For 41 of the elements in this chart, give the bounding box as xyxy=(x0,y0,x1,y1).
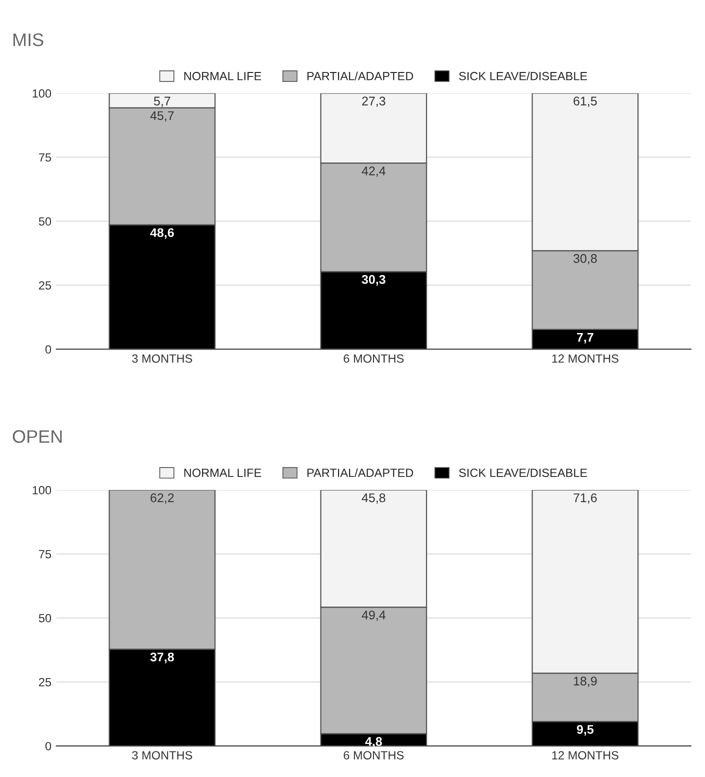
chart-title: OPEN xyxy=(12,430,62,443)
data-label: 37,8 xyxy=(150,652,174,664)
y-tick-label: 100 xyxy=(32,486,52,494)
x-tick-label: 12 MONTHS xyxy=(552,751,618,760)
y-tick-label: 100 xyxy=(32,89,52,98)
x-tick-label: 3 MONTHS xyxy=(132,751,192,760)
data-label: 7,7 xyxy=(577,333,594,344)
data-label: 61,5 xyxy=(574,96,597,107)
data-label: 5,7 xyxy=(154,96,170,107)
chart-title: MIS xyxy=(13,33,44,46)
y-tick-label: 0 xyxy=(45,742,52,750)
data-label: 45,8 xyxy=(362,493,386,504)
data-label: 42,4 xyxy=(362,166,386,177)
data-label: 18,9 xyxy=(574,676,597,687)
y-tick-label: 25 xyxy=(39,678,52,686)
y-tick-label: 0 xyxy=(45,345,52,354)
data-label: 27,3 xyxy=(362,96,386,107)
x-tick-label: 6 MONTHS xyxy=(344,751,404,760)
y-tick-label: 50 xyxy=(38,217,52,226)
y-tick-label: 75 xyxy=(39,550,52,558)
legend-label: SICK LEAVE/DISEABLE xyxy=(459,72,588,80)
data-label: 9,5 xyxy=(576,725,594,736)
data-label: 49,4 xyxy=(362,610,386,621)
data-label: 45,7 xyxy=(150,111,174,122)
y-tick-label: 75 xyxy=(39,153,52,162)
legend-label: SICK LEAVE/DISEABLE xyxy=(459,468,588,478)
data-label: 48,6 xyxy=(150,228,174,239)
data-label: 62,2 xyxy=(150,493,174,504)
x-tick-label: 12 MONTHS xyxy=(552,354,618,363)
legend-label: PARTIAL/ADAPTED xyxy=(307,72,414,80)
legend-label: PARTIAL/ADAPTED xyxy=(307,468,414,478)
x-tick-label: 3 MONTHS xyxy=(132,354,192,363)
legend-label: NORMAL LIFE xyxy=(184,468,262,478)
data-label: 30,8 xyxy=(573,254,597,264)
x-tick-label: 6 MONTHS xyxy=(344,354,404,363)
y-tick-label: 25 xyxy=(39,281,52,290)
data-label: 4,8 xyxy=(365,737,382,748)
data-label: 30,3 xyxy=(362,275,386,286)
legend-label: NORMAL LIFE xyxy=(184,72,262,80)
y-tick-label: 50 xyxy=(38,614,52,622)
data-label: 71,6 xyxy=(574,493,597,504)
